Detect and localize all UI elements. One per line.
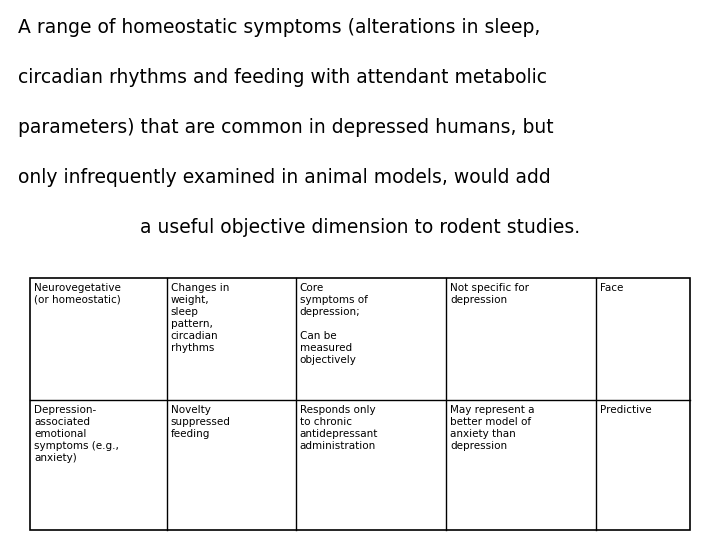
Text: Novelty
suppressed
feeding: Novelty suppressed feeding <box>171 405 230 439</box>
Text: May represent a
better model of
anxiety than
depression: May represent a better model of anxiety … <box>450 405 534 451</box>
Text: A range of homeostatic symptoms (alterations in sleep,: A range of homeostatic symptoms (alterat… <box>18 18 541 37</box>
Text: parameters) that are common in depressed humans, but: parameters) that are common in depressed… <box>18 118 554 137</box>
Text: Predictive: Predictive <box>600 405 652 415</box>
Text: Neurovegetative
(or homeostatic): Neurovegetative (or homeostatic) <box>34 283 121 305</box>
Text: Responds only
to chronic
antidepressant
administration: Responds only to chronic antidepressant … <box>300 405 378 451</box>
Text: only infrequently examined in animal models, would add: only infrequently examined in animal mod… <box>18 168 551 187</box>
Text: circadian rhythms and feeding with attendant metabolic: circadian rhythms and feeding with atten… <box>18 68 547 87</box>
Text: Core
symptoms of
depression;

Can be
measured
objectively: Core symptoms of depression; Can be meas… <box>300 283 367 365</box>
Text: Depression-
associated
emotional
symptoms (e.g.,
anxiety): Depression- associated emotional symptom… <box>34 405 119 463</box>
Text: Changes in
weight,
sleep
pattern,
circadian
rhythms: Changes in weight, sleep pattern, circad… <box>171 283 229 353</box>
Text: a useful objective dimension to rodent studies.: a useful objective dimension to rodent s… <box>140 218 580 237</box>
Text: Face: Face <box>600 283 624 293</box>
Text: Not specific for
depression: Not specific for depression <box>450 283 529 305</box>
Bar <box>30 278 690 530</box>
